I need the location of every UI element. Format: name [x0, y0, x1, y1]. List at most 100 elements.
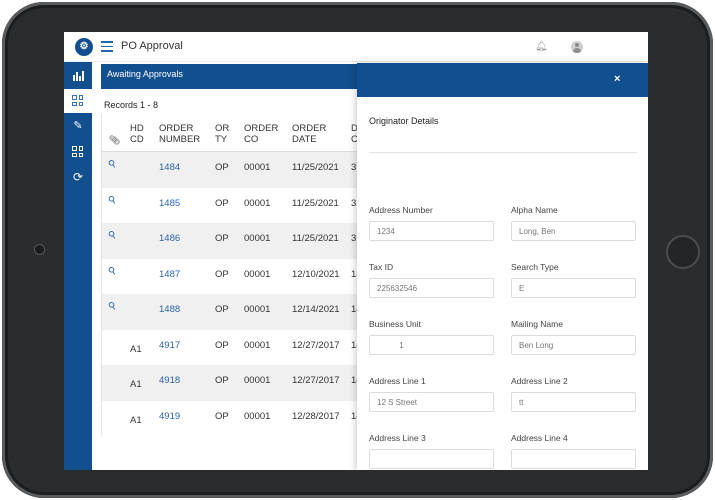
page-title: PO Approval: [121, 40, 183, 52]
table-cell: OP: [215, 197, 229, 209]
company-logo-icon[interactable]: ⚙: [75, 38, 93, 56]
column-header[interactable]: OR TY: [215, 123, 230, 145]
column-header[interactable]: ORDER CO: [244, 123, 279, 145]
table-cell: 00001: [244, 304, 271, 315]
paperclip-icon[interactable]: ⚲: [106, 193, 119, 207]
divider: [369, 152, 637, 153]
originator-details-panel: × Originator Details Address Number 1234 A…: [357, 63, 648, 470]
table-row[interactable]: A1 4917 OP 00001 12/27/2017 14: [101, 329, 362, 365]
field-label: Mailing Name: [511, 319, 563, 329]
table-row[interactable]: ⚲ 1484 OP 00001 11/25/2021 3: [101, 152, 361, 188]
field-label: Address Line 1: [369, 376, 426, 386]
order-number-link[interactable]: 4919: [159, 410, 181, 422]
records-count: Records 1 - 8: [104, 100, 159, 110]
table-cell: 00001: [244, 233, 271, 244]
paperclip-icon: 📎︎: [109, 135, 121, 145]
table-cell: 12/10/2021: [292, 268, 340, 280]
table-header: 📎︎ HD CD ORDER NUMBER OR TY ORDER CO ORD…: [101, 114, 361, 152]
table-cell: 00001: [244, 268, 271, 280]
table-cell: 14: [351, 340, 362, 351]
field-input[interactable]: 225632546: [369, 278, 494, 298]
table-row[interactable]: ⚲ 1487 OP 00001 12/10/2021 18: [101, 258, 362, 294]
table-cell: 11/25/2021: [292, 197, 339, 209]
table-cell: 11/25/2021: [292, 162, 339, 173]
order-number-link[interactable]: 4917: [159, 339, 181, 351]
table-cell: 3: [351, 162, 357, 173]
refresh-icon: ⟳: [72, 170, 84, 184]
table-cell: 3: [351, 197, 357, 209]
field-label: Search Type: [511, 262, 559, 272]
nav-refresh[interactable]: ⟳: [64, 165, 92, 189]
order-number-link[interactable]: 1487: [159, 268, 181, 280]
table-cell: 00001: [244, 375, 271, 386]
table-cell: 00001: [244, 162, 271, 173]
field-input[interactable]: 1: [369, 335, 494, 355]
hamburger-menu-icon[interactable]: [101, 41, 113, 52]
bell-icon[interactable]: 🔔︎: [535, 41, 548, 52]
order-number-link[interactable]: 1486: [159, 233, 181, 244]
paperclip-icon[interactable]: ⚲: [106, 299, 119, 314]
column-header[interactable]: ORDER DATE: [292, 123, 327, 145]
field-input[interactable]: Long, Ben: [511, 221, 636, 241]
table-cell: 00001: [244, 197, 271, 209]
section-title: Originator Details: [369, 116, 439, 126]
close-icon[interactable]: ×: [614, 73, 621, 85]
table-cell: 14: [351, 375, 362, 386]
field-label: Alpha Name: [511, 205, 558, 215]
tablet-home-button: [666, 235, 700, 269]
table-row[interactable]: ⚲ 1488 OP 00001 12/14/2021 14: [101, 294, 362, 330]
field-label: Address Line 4: [511, 433, 568, 443]
paperclip-icon[interactable]: ⚲: [106, 228, 119, 243]
pencil-icon: ✎: [73, 120, 83, 132]
tablet-camera: [35, 245, 44, 254]
user-avatar-icon[interactable]: [571, 41, 583, 53]
paperclip-icon[interactable]: ⚲: [106, 157, 119, 172]
order-number-link[interactable]: 1484: [159, 162, 181, 173]
app-header: ⚙ PO Approval 🔔︎: [64, 32, 648, 62]
table-cell: 18: [351, 269, 362, 280]
grid-icon: [72, 146, 84, 158]
table-cell: OP: [215, 233, 229, 244]
field-input[interactable]: [369, 449, 494, 469]
approvals-table: 📎︎ HD CD ORDER NUMBER OR TY ORDER CO ORD…: [101, 114, 362, 436]
table-cell: 00001: [244, 339, 271, 351]
bar-chart-icon: [72, 70, 84, 82]
field-input[interactable]: 1234: [369, 221, 494, 241]
app-screen: ⚙ PO Approval 🔔︎ ✎ ⟳ › Awai: [64, 32, 648, 470]
table-cell: OP: [215, 375, 229, 386]
table-row[interactable]: A1 4918 OP 00001 12/27/2017 14: [101, 365, 362, 401]
column-header[interactable]: D C: [351, 123, 358, 145]
table-cell: 11/25/2021: [292, 233, 339, 244]
field-input[interactable]: E: [511, 278, 636, 298]
table-cell: OP: [215, 162, 229, 173]
table-cell: OP: [215, 410, 229, 422]
table-cell: OP: [215, 339, 229, 351]
table-cell: OP: [215, 304, 229, 315]
nav-edit[interactable]: ✎: [64, 114, 92, 138]
column-header[interactable]: ORDER NUMBER: [159, 123, 201, 145]
field-label: Business Unit: [369, 319, 421, 329]
nav-grid[interactable]: [64, 140, 92, 164]
field-label: Address Line 3: [369, 433, 426, 443]
table-row[interactable]: ⚲ 1486 OP 00001 11/25/2021 3: [101, 223, 361, 259]
nav-dashboard[interactable]: [64, 64, 92, 88]
paperclip-icon[interactable]: ⚲: [106, 264, 119, 278]
tablet-side-button: [2, 130, 5, 170]
field-input[interactable]: Ben Long: [511, 335, 636, 355]
field-input[interactable]: 12 S Street: [369, 392, 494, 412]
table-cell: 12/28/2017: [292, 410, 340, 422]
field-label: Address Number: [369, 205, 433, 215]
field-label: Address Line 2: [511, 376, 568, 386]
awaiting-approvals-banner: Awaiting Approvals: [101, 64, 361, 89]
table-row[interactable]: ⚲ 1485 OP 00001 11/25/2021 3: [101, 187, 361, 223]
field-input[interactable]: tt: [511, 392, 636, 412]
order-number-link[interactable]: 1488: [159, 304, 181, 315]
nav-approvals[interactable]: [64, 89, 92, 113]
table-cell: 00001: [244, 410, 271, 422]
field-input[interactable]: [511, 449, 636, 469]
table-row[interactable]: A1 4919 OP 00001 12/28/2017 14: [101, 400, 362, 436]
order-number-link[interactable]: 4918: [159, 375, 181, 386]
table-cell: 14: [351, 304, 362, 315]
column-header[interactable]: HD CD: [130, 123, 144, 145]
order-number-link[interactable]: 1485: [159, 197, 181, 209]
